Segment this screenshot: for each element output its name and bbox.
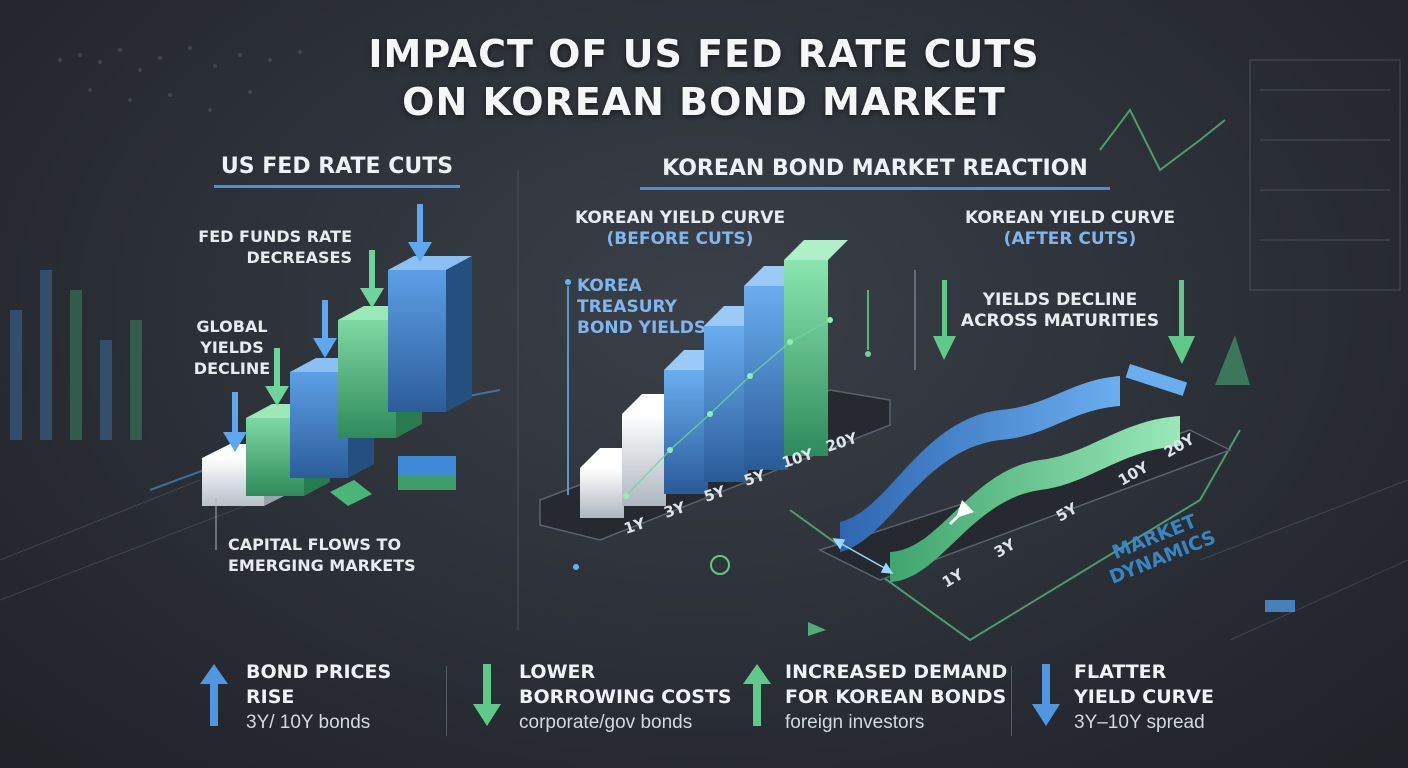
footer-item-flatter-curve: FLATTER YIELD CURVE 3Y–10Y spread — [1028, 660, 1248, 734]
arrow-down-icon — [265, 348, 289, 406]
arrow-down-icon — [473, 664, 501, 726]
arrow-up-icon — [743, 664, 771, 726]
before-yield-curve-graphic: 1Y 3Y 5Y 5Y 10Y 20Y — [539, 240, 891, 541]
arrow-down-icon — [408, 204, 432, 262]
arrow-up-icon — [200, 664, 228, 726]
yields-decline-note: YIELDS DECLINE ACROSS MATURITIES — [960, 290, 1160, 331]
footer-item-borrowing-costs: LOWER BORROWING COSTS corporate/gov bond… — [469, 660, 739, 734]
arrow-down-icon — [223, 392, 247, 452]
arrow-down-icon — [1032, 664, 1060, 726]
capital-flows-label: CAPITAL FLOWS TO EMERGING MARKETS — [228, 535, 416, 575]
double-arrow-icon — [832, 538, 894, 574]
korea-treasury-label: KOREA TREASURY BOND YIELDS — [577, 276, 707, 338]
step-block-5 — [388, 256, 472, 412]
title-line-2: ON KOREAN BOND MARKET — [402, 80, 1006, 124]
title-line-1: IMPACT OF US FED RATE CUTS — [368, 32, 1040, 76]
after-curve-title: KOREAN YIELD CURVE (AFTER CUTS) — [964, 208, 1176, 249]
footer-item-demand: INCREASED DEMAND FOR KOREAN BONDS foreig… — [739, 660, 1011, 734]
footer-item-bond-prices: BOND PRICES RISE 3Y/ 10Y bonds — [196, 660, 446, 734]
global-yields-label: GLOBAL YIELDS DECLINE — [193, 317, 271, 378]
after-tick-1: 3Y — [991, 535, 1019, 562]
before-bar-5y-b — [704, 306, 768, 482]
arrow-down-icon — [313, 300, 337, 358]
right-section-heading: KOREAN BOND MARKET REACTION — [640, 156, 1110, 190]
arrow-down-icon — [933, 280, 956, 360]
page-title: IMPACT OF US FED RATE CUTS ON KOREAN BON… — [0, 30, 1408, 126]
arrow-down-icon — [1168, 280, 1195, 364]
left-section-heading: US FED RATE CUTS — [214, 154, 460, 188]
footer-summary: BOND PRICES RISE 3Y/ 10Y bonds LOWER BOR… — [196, 660, 1256, 740]
after-tick-0: 1Y — [939, 565, 967, 592]
after-yield-curve-graphic: 1Y 3Y 5Y 10Y 20Y — [789, 270, 1241, 642]
arrow-down-icon — [360, 250, 384, 308]
before-bar-20y — [784, 240, 848, 456]
fed-funds-label: FED FUNDS RATE DECREASES — [198, 227, 352, 267]
before-curve-title: KOREAN YIELD CURVE (BEFORE CUTS) — [574, 208, 786, 249]
fed-rate-staircase-graphic — [149, 204, 501, 550]
